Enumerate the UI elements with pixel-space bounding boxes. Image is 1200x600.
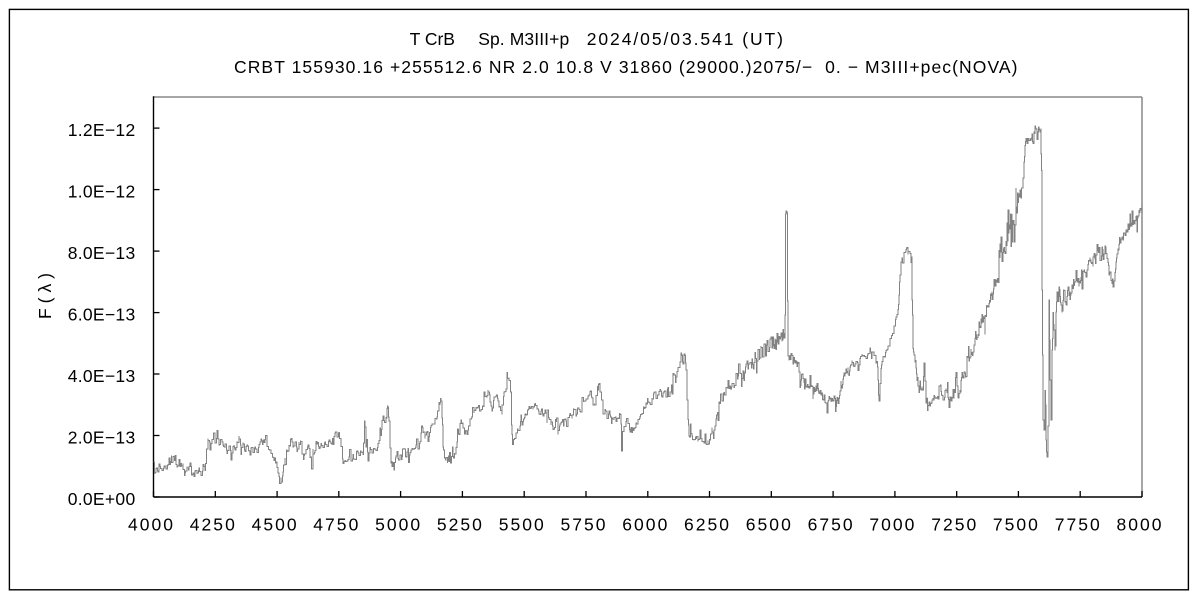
svg-text:7500: 7500 <box>993 515 1038 535</box>
svg-text:7000: 7000 <box>869 515 914 535</box>
svg-text:8000: 8000 <box>1117 515 1162 535</box>
svg-text:4250: 4250 <box>190 515 235 535</box>
svg-text:2.0E−13: 2.0E−13 <box>68 427 136 447</box>
svg-text:5250: 5250 <box>437 515 482 535</box>
svg-text:8.0E−13: 8.0E−13 <box>68 243 136 263</box>
svg-text:6000: 6000 <box>622 515 667 535</box>
svg-text:4750: 4750 <box>313 515 358 535</box>
svg-text:2024/05/03.541 (UT): 2024/05/03.541 (UT) <box>587 29 783 49</box>
svg-text:6250: 6250 <box>684 515 729 535</box>
svg-text:T CrB: T CrB <box>410 29 455 49</box>
svg-text:1.0E−12: 1.0E−12 <box>68 182 136 202</box>
svg-text:Sp. M3III+p: Sp. M3III+p <box>478 29 569 49</box>
svg-text:0.0E+00: 0.0E+00 <box>68 489 136 509</box>
svg-text:5750: 5750 <box>561 515 606 535</box>
svg-text:6.0E−13: 6.0E−13 <box>68 304 136 324</box>
svg-text:6500: 6500 <box>746 515 791 535</box>
svg-text:1.2E−12: 1.2E−12 <box>68 120 136 140</box>
svg-text:4000: 4000 <box>128 515 173 535</box>
svg-text:7250: 7250 <box>931 515 976 535</box>
svg-text:4.0E−13: 4.0E−13 <box>68 366 136 386</box>
svg-text:5500: 5500 <box>499 515 544 535</box>
svg-text:6750: 6750 <box>808 515 853 535</box>
svg-text:CRBT 155930.16 +255512.6 NR 2.: CRBT 155930.16 +255512.6 NR 2.0 10.8 V 3… <box>234 57 1017 77</box>
svg-text:7750: 7750 <box>1055 515 1100 535</box>
svg-text:5000: 5000 <box>375 515 420 535</box>
svg-text:4500: 4500 <box>252 515 297 535</box>
